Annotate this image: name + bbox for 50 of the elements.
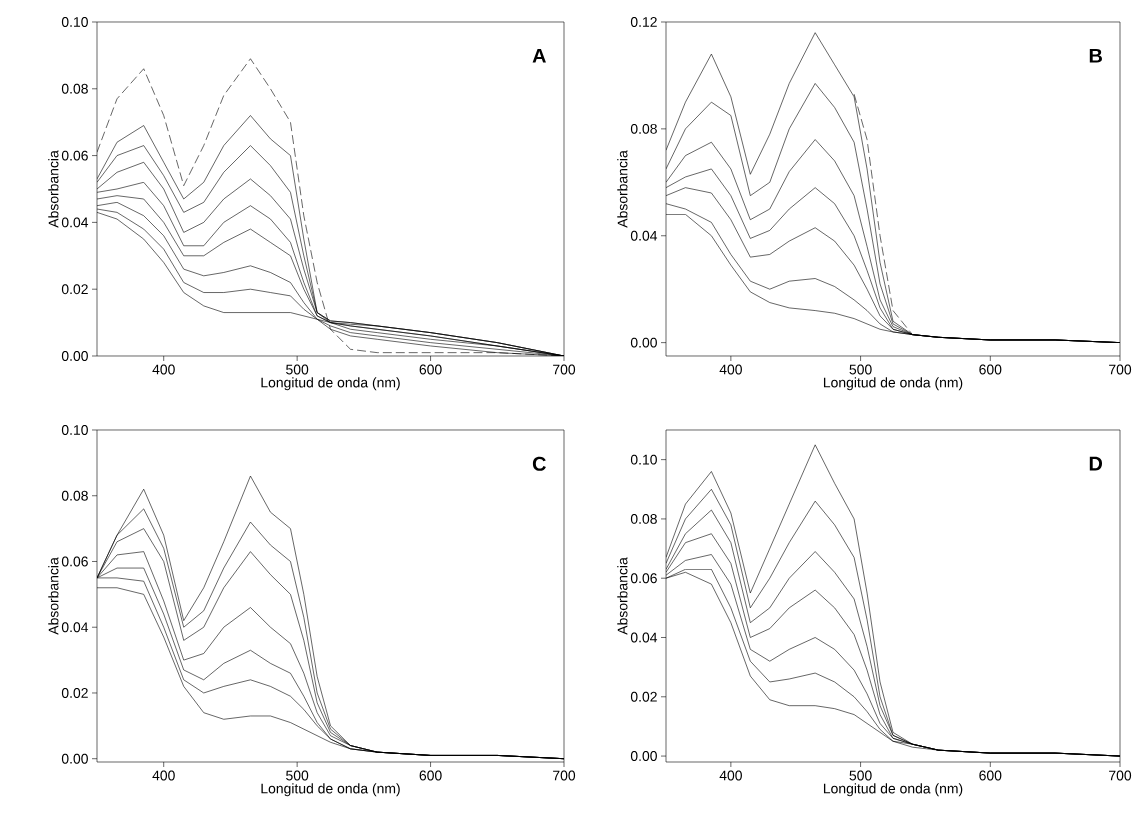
y-tick-label: 0.12: [630, 17, 657, 27]
y-axis-title: Absorbancia: [617, 557, 628, 635]
x-tick-label: 700: [553, 770, 576, 781]
annotation: B: [1089, 48, 1102, 63]
y-tick-label: 0.04: [61, 217, 89, 228]
y-axis-title: Absorbancia: [48, 557, 59, 635]
y-tick-label: 0.00: [630, 337, 657, 348]
y-tick-label: 0.10: [630, 454, 657, 465]
y-tick-label: 0.00: [61, 753, 88, 764]
x-axis-title: Longitud de onda (nm): [261, 783, 400, 797]
x-tick-label: 600: [419, 364, 442, 375]
x-axis-title: Longitud de onda (nm): [823, 377, 963, 391]
x-tick-label: 700: [1109, 770, 1132, 781]
annotation: A: [532, 48, 546, 63]
y-tick-label: 0.04: [630, 632, 658, 643]
x-tick-label: 400: [152, 364, 175, 375]
y-tick-label: 0.08: [61, 490, 88, 501]
y-tick-label: 0.02: [61, 688, 88, 698]
y-tick-label: 0.02: [630, 691, 657, 702]
y-tick-label: 0.00: [630, 751, 657, 762]
x-tick-label: 600: [979, 364, 1002, 375]
y-axis-title: Absorbancia: [617, 150, 628, 228]
x-tick-label: 400: [719, 770, 742, 781]
y-tick-label: 0.08: [630, 513, 657, 524]
y-tick-label: 0.06: [61, 150, 88, 161]
x-axis-title: Longitud de onda (nm): [261, 377, 400, 391]
y-tick-label: 0.10: [61, 17, 88, 27]
annotation: C: [532, 456, 546, 471]
y-tick-label: 0.10: [61, 425, 88, 435]
x-tick-label: 600: [979, 770, 1002, 781]
x-tick-label: 700: [1109, 364, 1132, 375]
x-tick-label: 500: [286, 770, 309, 781]
x-tick-label: 400: [152, 770, 175, 781]
y-tick-label: 0.06: [630, 573, 657, 584]
x-tick-label: 600: [419, 770, 442, 781]
annotation: D: [1089, 456, 1103, 471]
y-tick-label: 0.06: [61, 556, 88, 567]
x-tick-label: 700: [553, 364, 576, 375]
y-tick-label: 0.04: [630, 230, 658, 241]
x-axis-title: Longitud de onda (nm): [823, 783, 963, 797]
x-tick-label: 500: [849, 364, 872, 375]
y-tick-label: 0.08: [630, 123, 657, 134]
y-tick-label: 0.04: [61, 622, 89, 633]
y-tick-label: 0.00: [61, 351, 88, 361]
y-tick-label: 0.08: [61, 83, 88, 94]
y-axis-title: Absorbancia: [48, 150, 59, 228]
x-tick-label: 500: [286, 364, 309, 375]
y-tick-label: 0.02: [61, 284, 88, 295]
x-tick-label: 400: [719, 364, 742, 375]
x-tick-label: 500: [849, 770, 872, 781]
